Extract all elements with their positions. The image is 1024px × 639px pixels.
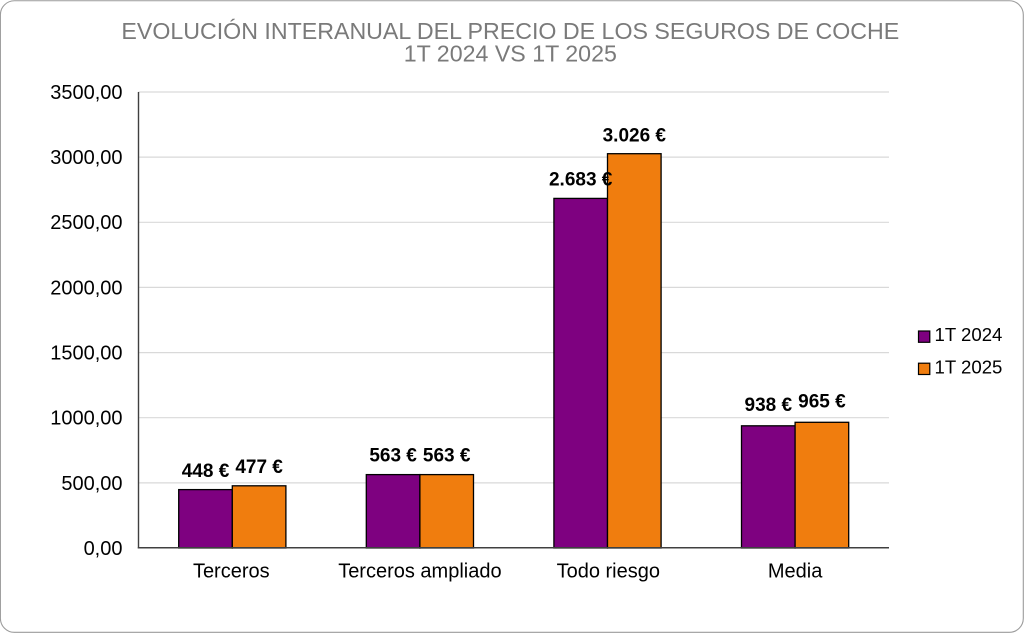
svg-text:Terceros ampliado: Terceros ampliado	[338, 561, 501, 583]
svg-text:2000,00: 2000,00	[50, 277, 122, 299]
svg-text:965 €: 965 €	[798, 391, 846, 412]
svg-text:Media: Media	[768, 561, 823, 583]
svg-text:448 €: 448 €	[182, 461, 230, 482]
svg-text:563 €: 563 €	[369, 445, 417, 466]
svg-text:500,00: 500,00	[61, 473, 122, 495]
svg-text:3.026 €: 3.026 €	[603, 126, 667, 147]
svg-text:1T 2024: 1T 2024	[935, 324, 1003, 345]
svg-text:2.683 €: 2.683 €	[549, 169, 613, 190]
svg-text:EVOLUCIÓN INTERANUAL DEL PRECI: EVOLUCIÓN INTERANUAL DEL PRECIO DE LOS S…	[121, 18, 899, 44]
svg-text:Terceros: Terceros	[193, 561, 270, 583]
svg-text:3000,00: 3000,00	[50, 147, 122, 169]
svg-text:3500,00: 3500,00	[50, 82, 122, 104]
svg-text:Todo riesgo: Todo riesgo	[557, 561, 660, 583]
svg-text:938 €: 938 €	[745, 395, 793, 416]
svg-text:563 €: 563 €	[423, 445, 471, 466]
svg-text:477 €: 477 €	[235, 457, 283, 478]
svg-text:0,00: 0,00	[84, 538, 123, 560]
svg-text:1T 2024 VS 1T 2025: 1T 2024 VS 1T 2025	[404, 41, 617, 67]
svg-text:1000,00: 1000,00	[50, 408, 122, 430]
svg-text:1500,00: 1500,00	[50, 343, 122, 365]
svg-text:2500,00: 2500,00	[50, 212, 122, 234]
svg-text:1T 2025: 1T 2025	[935, 357, 1003, 378]
